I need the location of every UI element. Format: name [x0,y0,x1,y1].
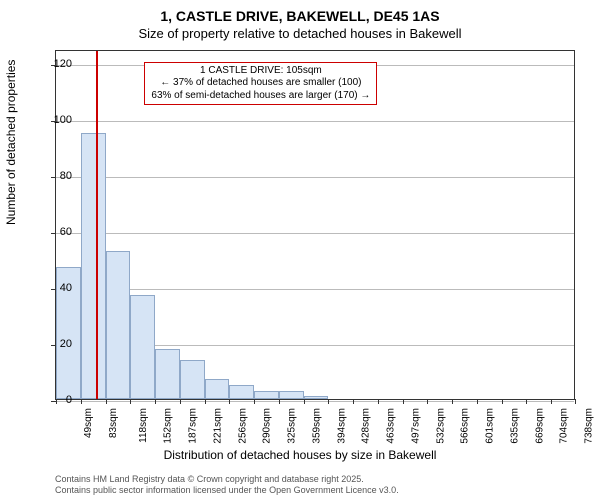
ytick-label: 0 [32,394,72,406]
gridline [56,121,574,122]
histogram-bar [279,391,304,399]
xtick-mark [502,399,503,404]
xtick-label: 118sqm [137,408,148,443]
histogram-bar [155,349,180,399]
xtick-label: 83sqm [108,408,119,438]
xtick-label: 152sqm [163,408,174,444]
annotation-line: 63% of semi-detached houses are larger (… [151,90,370,103]
xtick-mark [477,399,478,404]
histogram-bar [254,391,279,399]
plot-inner: 1 CASTLE DRIVE: 105sqm← 37% of detached … [55,50,575,400]
xtick-mark [575,399,576,404]
histogram-bar [205,379,230,399]
xtick-label: 49sqm [83,408,94,438]
histogram-bar [229,385,254,399]
xtick-label: 187sqm [188,408,199,444]
xtick-mark [106,399,107,404]
chart-container: 1, CASTLE DRIVE, BAKEWELL, DE45 1AS Size… [0,0,600,500]
xtick-label: 738sqm [584,408,595,444]
xtick-label: 704sqm [559,408,570,444]
xtick-mark [452,399,453,404]
xtick-label: 463sqm [386,408,397,444]
xtick-label: 428sqm [361,408,372,444]
xtick-mark [130,399,131,404]
xtick-label: 359sqm [311,408,322,444]
gridline [56,401,574,402]
xtick-mark [279,399,280,404]
footer-line1: Contains HM Land Registry data © Crown c… [55,474,399,485]
annotation-line: ← 37% of detached houses are smaller (10… [151,77,370,90]
histogram-bar [106,251,131,399]
gridline [56,233,574,234]
xtick-mark [526,399,527,404]
chart-subtitle: Size of property relative to detached ho… [0,24,600,41]
xtick-mark [328,399,329,404]
xtick-mark [205,399,206,404]
xtick-mark [180,399,181,404]
gridline [56,177,574,178]
xtick-mark [551,399,552,404]
xtick-mark [378,399,379,404]
ytick-label: 100 [32,114,72,126]
plot-area: 1 CASTLE DRIVE: 105sqm← 37% of detached … [55,50,575,400]
xtick-label: 566sqm [460,408,471,444]
footer-text: Contains HM Land Registry data © Crown c… [55,474,399,496]
xtick-label: 635sqm [510,408,521,444]
histogram-bar [180,360,205,399]
xtick-label: 394sqm [336,408,347,444]
xtick-mark [81,399,82,404]
ytick-label: 80 [32,170,72,182]
histogram-bar [81,133,106,399]
chart-title: 1, CASTLE DRIVE, BAKEWELL, DE45 1AS [0,0,600,24]
annotation-line: 1 CASTLE DRIVE: 105sqm [151,65,370,78]
ytick-label: 40 [32,282,72,294]
xtick-mark [304,399,305,404]
xtick-label: 601sqm [485,408,496,444]
xtick-label: 532sqm [435,408,446,444]
xtick-label: 256sqm [237,408,248,444]
xtick-mark [427,399,428,404]
xtick-label: 497sqm [410,408,421,444]
ytick-label: 120 [32,58,72,70]
histogram-bar [130,295,155,399]
ytick-label: 20 [32,338,72,350]
y-axis-title: Number of detached properties [4,60,18,225]
histogram-bar [304,396,329,399]
xtick-label: 669sqm [534,408,545,444]
xtick-label: 290sqm [262,408,273,444]
xtick-mark [353,399,354,404]
xtick-label: 325sqm [287,408,298,444]
marker-line [96,51,98,399]
xtick-mark [155,399,156,404]
ytick-label: 60 [32,226,72,238]
footer-line2: Contains public sector information licen… [55,485,399,496]
xtick-mark [254,399,255,404]
gridline [56,289,574,290]
annotation-box: 1 CASTLE DRIVE: 105sqm← 37% of detached … [144,62,377,106]
xtick-label: 221sqm [212,408,223,444]
xtick-mark [403,399,404,404]
xtick-mark [229,399,230,404]
x-axis-title: Distribution of detached houses by size … [0,448,600,462]
